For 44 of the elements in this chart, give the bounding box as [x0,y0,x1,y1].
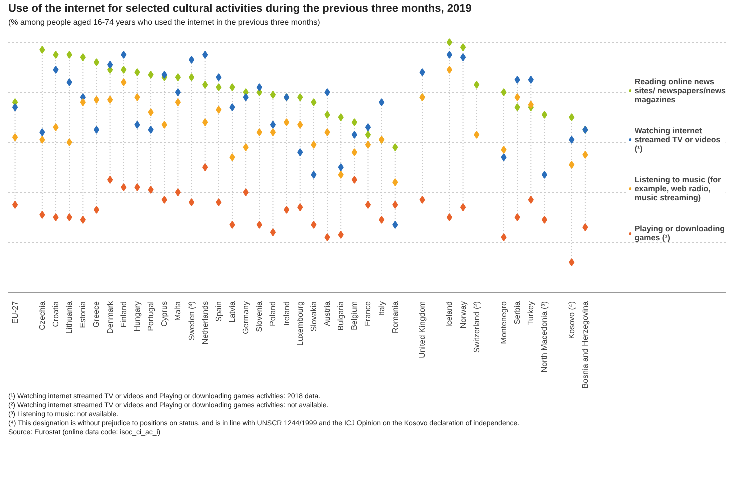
chart-title: Use of the internet for selected cultural activities during the previous three months, 2019 [8,3,472,15]
x-tick-label: Croatia [52,300,61,328]
x-tick-label: Montenegro [500,300,508,344]
x-tick-label: Italy [377,302,386,316]
x-tick-label: Kosovo (⁴) [567,301,576,340]
x-tick-label: France [364,300,373,326]
legend-label: Watching internet streamed TV or videos (¹) [634,126,721,153]
x-tick-label: Slovakia [309,300,318,332]
x-tick-label: Finland [119,301,128,328]
x-tick-label: North Macedonia (³) [540,301,550,373]
x-tick-label: Switzerland (²) [472,301,482,354]
x-tick-label: EU-27 [10,300,20,324]
x-tick-label: Norway [458,301,468,329]
x-tick-label: Germany [242,301,251,334]
x-tick-label: Iceland [445,302,454,328]
x-tick-label: Netherlands [200,301,210,345]
x-tick-label: Sweden (³) [187,301,196,341]
x-tick-label: Bulgaria [336,300,346,331]
x-tick-label: Slovenia [255,300,264,332]
x-tick-label: Cyprus [160,301,170,327]
x-tick-label: Lithuania [65,300,74,334]
x-tick-label: Czechia [38,300,47,330]
legend-label: Listening to music (for example, web radio, music streaming) [634,175,722,202]
x-tick-label: Spain [214,301,224,322]
x-tick-label: Ireland [282,301,292,326]
x-tick-label: Serbia [513,300,522,325]
x-tick-label: Portugal [146,301,156,332]
chart-subtitle: (% among people aged 16-74 years who used the internet in the previous three months) [8,18,321,27]
x-tick-label: Belgium [350,301,360,330]
x-tick-label: Denmark [106,300,115,334]
legend-label: Playing or downloading games (¹) [634,224,726,242]
x-tick-label: Luxembourg [296,301,305,346]
x-tick-label: Bosnia and Herzegovina [580,300,590,389]
x-tick-label: Austria [323,300,332,326]
x-tick-label: Turkey [526,301,536,326]
legend-label: Reading online news sites/ newspapers/news magazines [634,77,726,104]
x-tick-label: Romania [390,300,400,334]
x-tick-label: United Kingdom [418,301,428,358]
x-tick-label: Greece [92,300,102,328]
x-tick-label: Malta [174,300,183,322]
x-tick-label: Estonia [78,300,88,328]
x-tick-label: Poland [268,301,278,326]
x-tick-label: Hungary [132,301,142,332]
x-tick-label: Latvia [228,300,237,323]
